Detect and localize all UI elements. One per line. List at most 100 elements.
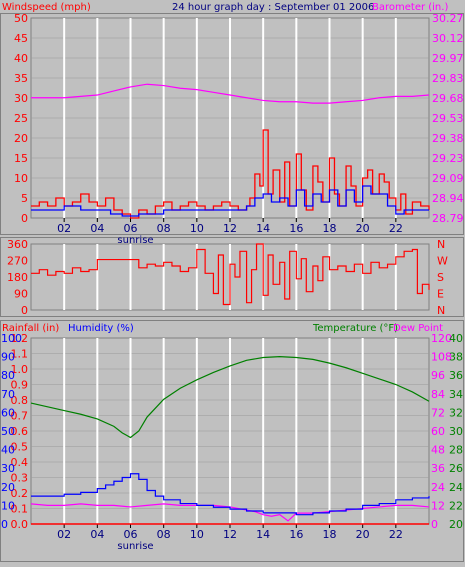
humidity-ytick-9: 90	[1, 351, 15, 364]
dew-ytick-0: 0	[431, 518, 438, 531]
bottom-xlabel-10: 10	[190, 528, 204, 541]
baro-ytick-28.94: 28.94	[432, 192, 464, 205]
wind-xlabel-20: 20	[356, 222, 370, 235]
dew-ytick-4: 48	[431, 444, 445, 457]
chart-layer: 02 04 06 08 10 12 14 16 18 20 22 sunrise 0 5 10 15 20 25 3…	[0, 12, 464, 562]
baro-ytick-30.27: 30.27	[432, 12, 464, 25]
temperature-line	[30, 355, 430, 439]
baro-ytick-29.68: 29.68	[432, 92, 464, 105]
wind-xlabel-14: 14	[256, 222, 270, 235]
humidity-line	[31, 473, 430, 516]
humidity-axis-title: Humidity (%)	[68, 323, 134, 334]
temperature-axis-title: Temperature (°F)	[312, 323, 398, 334]
bottom-xlabel-06: 06	[124, 528, 138, 541]
dir-ytick-90: 90	[14, 288, 28, 301]
dir-compass-1: W	[437, 255, 448, 268]
dir-compass-0: N	[437, 238, 445, 251]
temp-ytick-6: 32	[449, 406, 463, 419]
rain-ytick-12: 1.2	[11, 332, 29, 345]
humidity-ytick-3: 30	[1, 462, 15, 475]
dewpoint-axis-title: Dew Point	[393, 323, 443, 334]
wind-xlabel-08: 08	[157, 222, 171, 235]
dir-ytick-0: 0	[21, 304, 28, 317]
dew-ytick-5: 60	[431, 425, 445, 438]
temp-ytick-0: 20	[449, 518, 463, 531]
wind-ytick-35: 35	[14, 72, 28, 85]
wind-xlabel-16: 16	[289, 222, 303, 235]
rain-ytick-7: 0.7	[11, 410, 29, 423]
wind-xlabel-06: 06	[124, 222, 138, 235]
rain-ytick-8: 0.8	[11, 394, 29, 407]
humidity-ytick-8: 80	[1, 369, 15, 382]
humidity-ytick-1: 10	[1, 499, 15, 512]
rain-ytick-2: 0.2	[11, 487, 29, 500]
humidity-ytick-7: 70	[1, 388, 15, 401]
dir-compass-2: S	[437, 271, 444, 284]
bottom-sunrise-label: sunrise	[117, 541, 153, 552]
rain-ytick-9: 0.9	[11, 379, 29, 392]
rain-ytick-11: 1.1	[11, 348, 29, 361]
wind-xlabel-04: 04	[90, 222, 104, 235]
temp-ytick-4: 28	[449, 444, 463, 457]
humidity-ytick-0: 0	[1, 518, 8, 531]
dew-ytick-7: 84	[431, 388, 445, 401]
wind-ytick-10: 10	[14, 172, 28, 185]
dir-ytick-360: 360	[7, 238, 28, 251]
rain-ytick-3: 0.3	[11, 472, 29, 485]
bottom-panel-frame	[0, 320, 464, 562]
bottom-xlabel-02: 02	[57, 528, 71, 541]
baro-ytick-29.97: 29.97	[432, 52, 464, 65]
dew-ytick-9: 108	[431, 351, 452, 364]
temp-ytick-3: 26	[449, 462, 463, 475]
bottom-xlabel-16: 16	[289, 528, 303, 541]
temp-ytick-9: 38	[449, 351, 463, 364]
wind-ytick-25: 25	[14, 112, 28, 125]
temp-ytick-1: 22	[449, 499, 463, 512]
dew-ytick-10: 120	[431, 332, 452, 345]
bottom-xlabel-12: 12	[223, 528, 237, 541]
wind-xlabel-22: 22	[389, 222, 403, 235]
rainfall-axis-title: Rainfall (in)	[2, 323, 59, 334]
windspeed-axis-title: Windspeed (mph)	[2, 2, 91, 13]
bottom-xlabel-14: 14	[256, 528, 270, 541]
humidity-ytick-4: 40	[1, 444, 15, 457]
wind-direction-line	[31, 243, 430, 306]
baro-ytick-30.12: 30.12	[432, 32, 464, 45]
rain-ytick-4: 0.4	[11, 456, 29, 469]
wind-xlabel-02: 02	[57, 222, 71, 235]
wind-xlabel-18: 18	[323, 222, 337, 235]
bottom-xlabel-08: 08	[157, 528, 171, 541]
dew-ytick-6: 72	[431, 406, 445, 419]
humidity-ytick-10: 100	[1, 332, 22, 345]
baro-ytick-29.38: 29.38	[432, 132, 464, 145]
wind-ytick-30: 30	[14, 92, 28, 105]
dew-ytick-3: 36	[431, 462, 445, 475]
dew-ytick-2: 24	[431, 481, 445, 494]
rain-ytick-1: 0.1	[11, 503, 29, 516]
bottom-xlabel-20: 20	[356, 528, 370, 541]
wind-ytick-20: 20	[14, 132, 28, 145]
direction-panel-frame	[0, 237, 464, 317]
wind-ytick-40: 40	[14, 52, 28, 65]
wind-ytick-45: 45	[14, 32, 28, 45]
humidity-ytick-6: 60	[1, 406, 15, 419]
baro-ytick-29.83: 29.83	[432, 72, 464, 85]
avg-windspeed-line	[31, 185, 429, 217]
dew-ytick-1: 12	[431, 499, 445, 512]
baro-ytick-29.53: 29.53	[432, 112, 464, 125]
rain-ytick-10: 1.0	[11, 363, 29, 376]
temp-ytick-2: 24	[449, 481, 463, 494]
wind-xlabel-10: 10	[190, 222, 204, 235]
graph-title: 24 hour graph day : September 01 2006	[172, 2, 374, 13]
wind-xlabel-12: 12	[223, 222, 237, 235]
dir-ytick-270: 270	[7, 255, 28, 268]
temp-ytick-10: 40	[449, 332, 463, 345]
rain-ytick-0: 0.0	[11, 518, 29, 531]
baro-ytick-29.23: 29.23	[432, 152, 464, 165]
wind-sunrise-label: sunrise	[117, 235, 153, 246]
wind-ytick-50: 50	[14, 12, 28, 25]
temp-ytick-5: 30	[449, 425, 463, 438]
dew-ytick-8: 96	[431, 369, 445, 382]
